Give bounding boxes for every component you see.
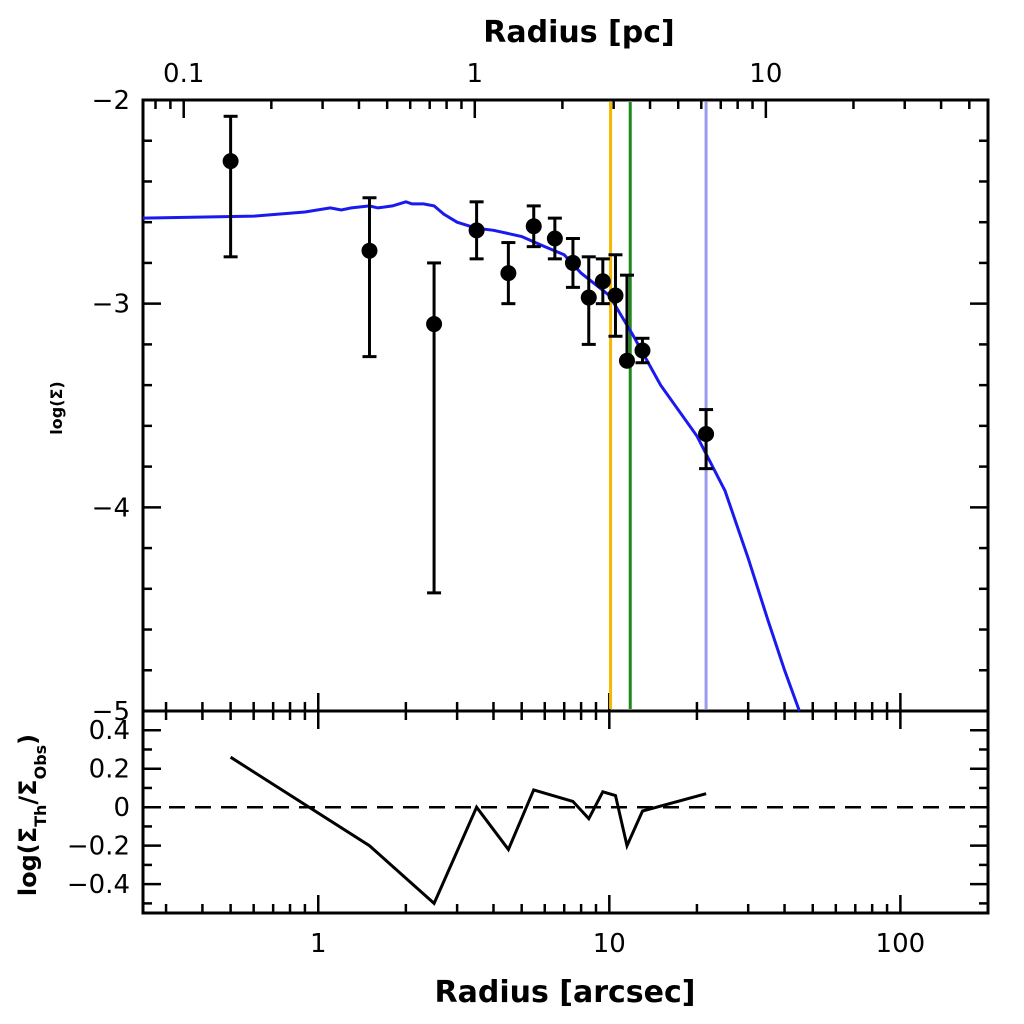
top-y-tick-label: −3 — [92, 290, 130, 320]
top-x-tick-label: 1 — [467, 59, 484, 89]
bottom-axis-title: Radius [arcsec] — [435, 975, 696, 1010]
bottom-panel-frame — [141, 709, 990, 915]
bottom-x-tick-label: 10 — [593, 929, 626, 959]
observed-points — [222, 114, 715, 595]
data-point — [222, 153, 239, 170]
plot-frames — [141, 98, 990, 915]
top-axis-title: Radius [pc] — [483, 15, 674, 50]
data-point — [564, 254, 581, 271]
vertical-lines — [609, 102, 708, 709]
top-y-axis-title: log(Σ) — [47, 381, 66, 434]
bottom-y-tick-label: −0.2 — [67, 832, 130, 862]
bottom-y-tick-label: −0.4 — [67, 870, 130, 900]
top-x-tick-label: 0.1 — [163, 59, 204, 89]
top-y-tick-label: −2 — [92, 86, 130, 116]
data-point — [468, 222, 485, 239]
bottom-y-axis-title: log(ΣTh/ΣObs) — [14, 734, 50, 896]
bottom-x-tick-label: 100 — [876, 929, 926, 959]
top-y-tick-label: −4 — [92, 493, 130, 523]
top-panel-frame — [141, 98, 990, 713]
bottom-y-tick-label: 0.4 — [89, 716, 130, 746]
data-point — [580, 289, 597, 306]
data-point — [618, 352, 635, 369]
bottom-y-tick-label: 0 — [113, 793, 130, 823]
residual-line — [229, 755, 707, 906]
data-point — [525, 218, 542, 235]
residual-group — [143, 755, 988, 906]
axis-ticks — [143, 100, 990, 913]
data-point — [607, 287, 624, 304]
bottom-x-tick-label: 1 — [310, 929, 327, 959]
data-point — [426, 316, 443, 333]
model-curve — [142, 200, 801, 712]
top-x-tick-label: 10 — [749, 59, 782, 89]
data-point — [361, 242, 378, 259]
data-point — [634, 342, 651, 359]
top-y-tick-label: −5 — [92, 697, 130, 727]
data-point — [594, 273, 611, 290]
data-point — [500, 265, 517, 282]
model-curve-group — [142, 200, 801, 712]
bottom-y-tick-label: 0.2 — [89, 755, 130, 785]
data-point — [698, 426, 715, 443]
tick-labels: 1 10 100 0.1 1 10 −2 −3 −4 −50.4 0.2 0 −0.2 −0.4 — [67, 59, 925, 959]
data-point — [546, 230, 563, 247]
